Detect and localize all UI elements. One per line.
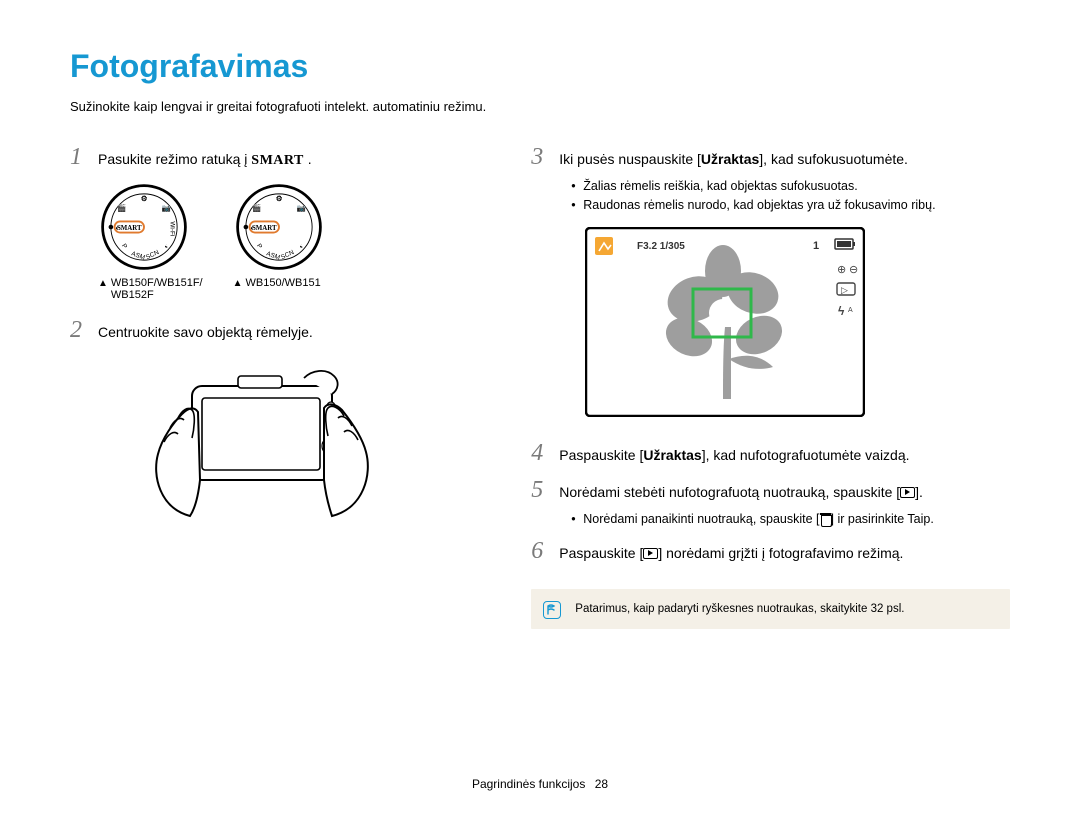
playback-icon (900, 487, 915, 498)
smart-label: SMART (251, 153, 304, 168)
dial-caption-2: ▲ WB150/WB151 (233, 277, 321, 289)
dial-group-1: ⚙ 📷 🎬 Wi-Fi P ASM SCN ◐ SMA (98, 181, 203, 301)
page-footer: Pagrindinės funkcijos 28 (0, 777, 1080, 791)
bullet-item: Raudonas rėmelis nurodo, kad objektas yr… (571, 196, 1010, 215)
step-number: 4 (531, 440, 559, 467)
step-text: Norėdami stebėti nufotografuotą nuotrauk… (559, 482, 923, 503)
page-subtitle: Sužinokite kaip lengvai ir greitai fotog… (70, 99, 1010, 114)
bullet-item: Žalias rėmelis reiškia, kad objektas suf… (571, 177, 1010, 196)
step-number: 6 (531, 538, 559, 565)
mode-dials: ⚙ 📷 🎬 Wi-Fi P ASM SCN ◐ SMA (98, 181, 491, 301)
step5-bullet-suffix: . (930, 512, 933, 526)
mode-dial-icon: ⚙ 📷 🎬 P ASM SCN ◐ SMART ◐ (233, 181, 325, 273)
step3-bold: Užraktas (701, 151, 759, 167)
svg-text:⚙: ⚙ (141, 194, 148, 203)
svg-text:⚙: ⚙ (275, 194, 282, 203)
content-columns: 1 Pasukite režimo ratuką į SMART . ⚙ 📷 (70, 144, 1010, 629)
step-1: 1 Pasukite režimo ratuką į SMART . (70, 144, 491, 171)
svg-text:Wi-Fi: Wi-Fi (169, 221, 176, 236)
step3-suffix: ], kad sufokusuotumėte. (759, 151, 908, 167)
step-text: Iki pusės nuspauskite [Užraktas], kad su… (559, 149, 908, 170)
step3-prefix: Iki pusės nuspauskite [ (559, 151, 701, 167)
step-3: 3 Iki pusės nuspauskite [Užraktas], kad … (531, 144, 1010, 171)
svg-text:📷: 📷 (296, 203, 305, 212)
svg-text:1: 1 (813, 240, 819, 252)
triangle-icon: ▲ (98, 278, 108, 289)
dial-caption-2-text: WB150/WB151 (246, 277, 321, 289)
step-number: 3 (531, 144, 559, 171)
step6-prefix: Paspauskite [ (559, 545, 643, 561)
step-5: 5 Norėdami stebėti nufotografuotą nuotra… (531, 477, 1010, 504)
note-text: Patarimus, kaip padaryti ryškesnes nuotr… (575, 603, 904, 615)
bullet-item: Norėdami panaikinti nuotrauką, spauskite… (571, 510, 1010, 529)
step4-prefix: Paspauskite [ (559, 447, 643, 463)
step5-bullet-mid: ] ir pasirinkite (831, 512, 908, 526)
svg-text:ϟ: ϟ (838, 304, 845, 318)
step-number: 2 (70, 317, 98, 344)
trash-icon (820, 513, 831, 525)
svg-text:▷: ▷ (841, 285, 848, 295)
step-text: Centruokite savo objektą rėmelyje. (98, 322, 313, 343)
step6-suffix: ] norėdami grįžti į fotografavimo režimą… (658, 545, 903, 561)
step5-bullets: Norėdami panaikinti nuotrauką, spauskite… (571, 510, 1010, 529)
dial-caption-1: ▲ WB150F/WB151F/ WB152F (98, 277, 203, 301)
step-number: 5 (531, 477, 559, 504)
svg-text:🎬: 🎬 (117, 203, 126, 212)
step-text: Pasukite režimo ratuką į SMART . (98, 149, 312, 171)
step4-bold: Užraktas (643, 447, 701, 463)
step-6: 6 Paspauskite [ ] norėdami grįžti į fotog… (531, 538, 1010, 565)
step-text: Paspauskite [Užraktas], kad nufotografuo… (559, 445, 909, 466)
dial-caption-1-text: WB150F/WB151F/ WB152F (111, 277, 203, 301)
step3-bullets: Žalias rėmelis reiškia, kad objektas suf… (571, 177, 1010, 215)
svg-text:📷: 📷 (161, 203, 170, 212)
step1-prefix: Pasukite režimo ratuką į (98, 151, 251, 167)
camera-in-hands-illustration (130, 358, 491, 533)
note-icon (543, 601, 561, 619)
svg-text:A: A (848, 307, 853, 314)
step5-suffix: ]. (915, 484, 923, 500)
step5-bullet-prefix: Norėdami panaikinti nuotrauką, spauskite… (583, 512, 819, 526)
step5-prefix: Norėdami stebėti nufotografuotą nuotrauk… (559, 484, 900, 500)
svg-text:◐: ◐ (250, 225, 254, 232)
screen-top-text: F3.2 1/305 (637, 241, 685, 252)
svg-text:⊕: ⊕ (837, 264, 846, 276)
svg-text:⊖: ⊖ (849, 264, 858, 276)
triangle-icon: ▲ (233, 278, 243, 289)
step-4: 4 Paspauskite [Užraktas], kad nufotograf… (531, 440, 1010, 467)
step4-suffix: ], kad nufotografuotumėte vaizdą. (702, 447, 910, 463)
right-column: 3 Iki pusės nuspauskite [Užraktas], kad … (531, 144, 1010, 629)
tip-note: Patarimus, kaip padaryti ryškesnes nuotr… (531, 589, 1010, 629)
page-title: Fotografavimas (70, 48, 1010, 85)
svg-text:◐: ◐ (115, 225, 119, 232)
dial-group-2: ⚙ 📷 🎬 P ASM SCN ◐ SMART ◐ (233, 181, 325, 301)
step5-bullet-bold: Taip (907, 512, 930, 526)
footer-page-number: 28 (595, 777, 608, 791)
footer-label: Pagrindinės funkcijos (472, 777, 585, 791)
step1-suffix: . (304, 151, 312, 167)
step-2: 2 Centruokite savo objektą rėmelyje. (70, 317, 491, 344)
left-column: 1 Pasukite režimo ratuką į SMART . ⚙ 📷 (70, 144, 491, 629)
mode-dial-icon: ⚙ 📷 🎬 Wi-Fi P ASM SCN ◐ SMA (98, 181, 190, 273)
step-number: 1 (70, 144, 98, 171)
camera-screen-preview: F3.2 1/305 1 ⊕⊖ ▷ ϟ A (585, 227, 1010, 422)
playback-icon (643, 548, 658, 559)
step-text: Paspauskite [ ] norėdami grįžti į fotogra… (559, 543, 903, 564)
svg-text:SMART: SMART (117, 225, 142, 232)
svg-text:SMART: SMART (252, 225, 277, 232)
svg-text:🎬: 🎬 (252, 203, 261, 212)
